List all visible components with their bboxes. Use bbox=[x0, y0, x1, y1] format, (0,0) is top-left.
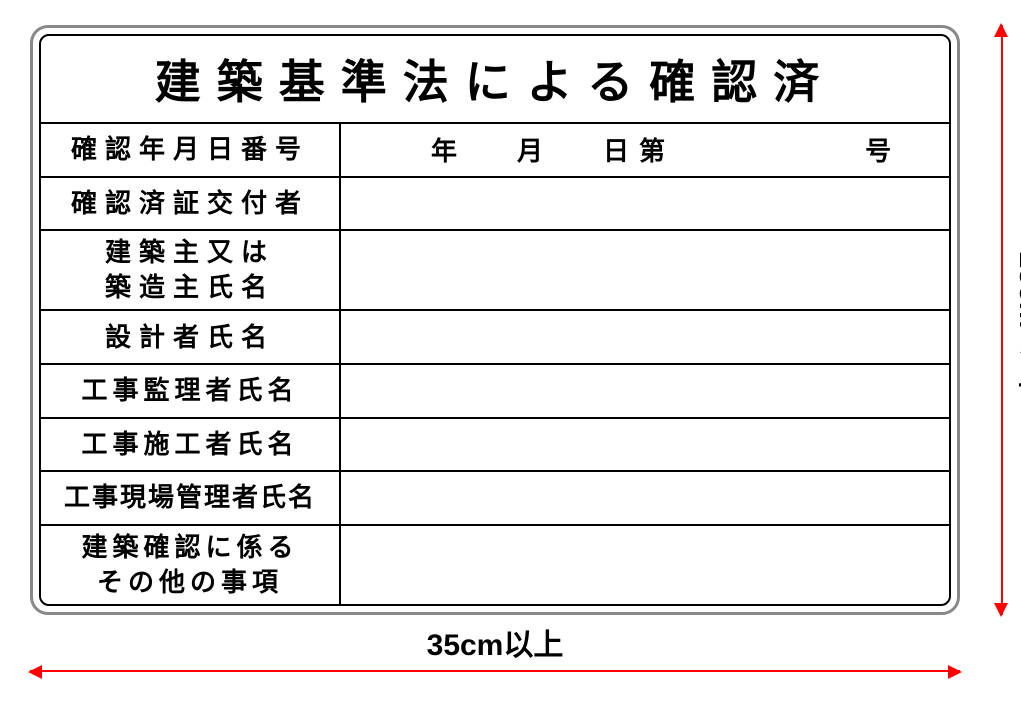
form-row-2: 建築主又は 築造主氏名 bbox=[41, 231, 949, 311]
date-line: 年 月 日第 号 bbox=[361, 131, 929, 168]
value-cell-3 bbox=[341, 311, 949, 363]
form-row-5: 工事施工者氏名 bbox=[41, 419, 949, 473]
label-text-3: 設計者氏名 bbox=[105, 320, 275, 355]
dimension-horizontal: 35cm以上 bbox=[30, 624, 960, 684]
dim-v-arrow-top bbox=[994, 23, 1008, 37]
date-part: 号 bbox=[865, 131, 891, 168]
title-row: 建築基準法による確認済 bbox=[41, 36, 949, 124]
sign-inner: 建築基準法による確認済 確認年月日番号 年 月 日第 号確認済証交付者建築主又は 築造主… bbox=[39, 34, 951, 606]
value-cell-0: 年 月 日第 号 bbox=[341, 124, 949, 176]
form-rows: 確認年月日番号 年 月 日第 号確認済証交付者建築主又は 築造主氏名設計者氏名工事監理者… bbox=[41, 124, 949, 604]
label-text-2: 建築主又は 築造主氏名 bbox=[105, 235, 275, 305]
form-row-0: 確認年月日番号 年 月 日第 号 bbox=[41, 124, 949, 178]
dim-h-arrow-left bbox=[28, 665, 42, 679]
dim-h-arrow-right bbox=[948, 665, 962, 679]
value-cell-4 bbox=[341, 365, 949, 417]
label-text-6: 工事現場管理者氏名 bbox=[64, 480, 316, 515]
dim-v-arrow-bottom bbox=[994, 603, 1008, 617]
value-cell-5 bbox=[341, 419, 949, 471]
label-cell-6: 工事現場管理者氏名 bbox=[41, 472, 341, 524]
dimension-vertical: 25cm以上 bbox=[971, 25, 1021, 615]
label-text-5: 工事施工者氏名 bbox=[81, 427, 298, 462]
date-part: 月 bbox=[517, 131, 543, 168]
value-cell-6 bbox=[341, 472, 949, 524]
label-cell-5: 工事施工者氏名 bbox=[41, 419, 341, 471]
dim-v-label: 25cm以上 bbox=[1007, 246, 1021, 395]
label-cell-7: 建築確認に係る その他の事項 bbox=[41, 526, 341, 604]
label-cell-1: 確認済証交付者 bbox=[41, 178, 341, 230]
date-part: 第 bbox=[639, 131, 665, 168]
dim-v-line bbox=[1001, 25, 1003, 615]
form-row-4: 工事監理者氏名 bbox=[41, 365, 949, 419]
sign-board: 建築基準法による確認済 確認年月日番号 年 月 日第 号確認済証交付者建築主又は 築造主… bbox=[30, 25, 960, 615]
form-row-7: 建築確認に係る その他の事項 bbox=[41, 526, 949, 604]
label-cell-2: 建築主又は 築造主氏名 bbox=[41, 231, 341, 309]
value-cell-1 bbox=[341, 178, 949, 230]
date-part: 日 bbox=[603, 131, 629, 168]
sign-title: 建築基準法による確認済 bbox=[155, 46, 836, 112]
label-text-7: 建築確認に係る その他の事項 bbox=[81, 530, 298, 600]
label-cell-0: 確認年月日番号 bbox=[41, 124, 341, 176]
form-row-3: 設計者氏名 bbox=[41, 311, 949, 365]
label-cell-4: 工事監理者氏名 bbox=[41, 365, 341, 417]
value-cell-7 bbox=[341, 526, 949, 604]
label-text-4: 工事監理者氏名 bbox=[81, 373, 298, 408]
date-part: 年 bbox=[431, 131, 457, 168]
form-row-1: 確認済証交付者 bbox=[41, 178, 949, 232]
page-container: 建築基準法による確認済 確認年月日番号 年 月 日第 号確認済証交付者建築主又は 築造主… bbox=[20, 20, 1021, 692]
label-text-0: 確認年月日番号 bbox=[71, 132, 309, 167]
dim-h-label: 35cm以上 bbox=[421, 620, 570, 664]
label-text-1: 確認済証交付者 bbox=[71, 186, 309, 221]
label-cell-3: 設計者氏名 bbox=[41, 311, 341, 363]
form-row-6: 工事現場管理者氏名 bbox=[41, 472, 949, 526]
value-cell-2 bbox=[341, 231, 949, 309]
